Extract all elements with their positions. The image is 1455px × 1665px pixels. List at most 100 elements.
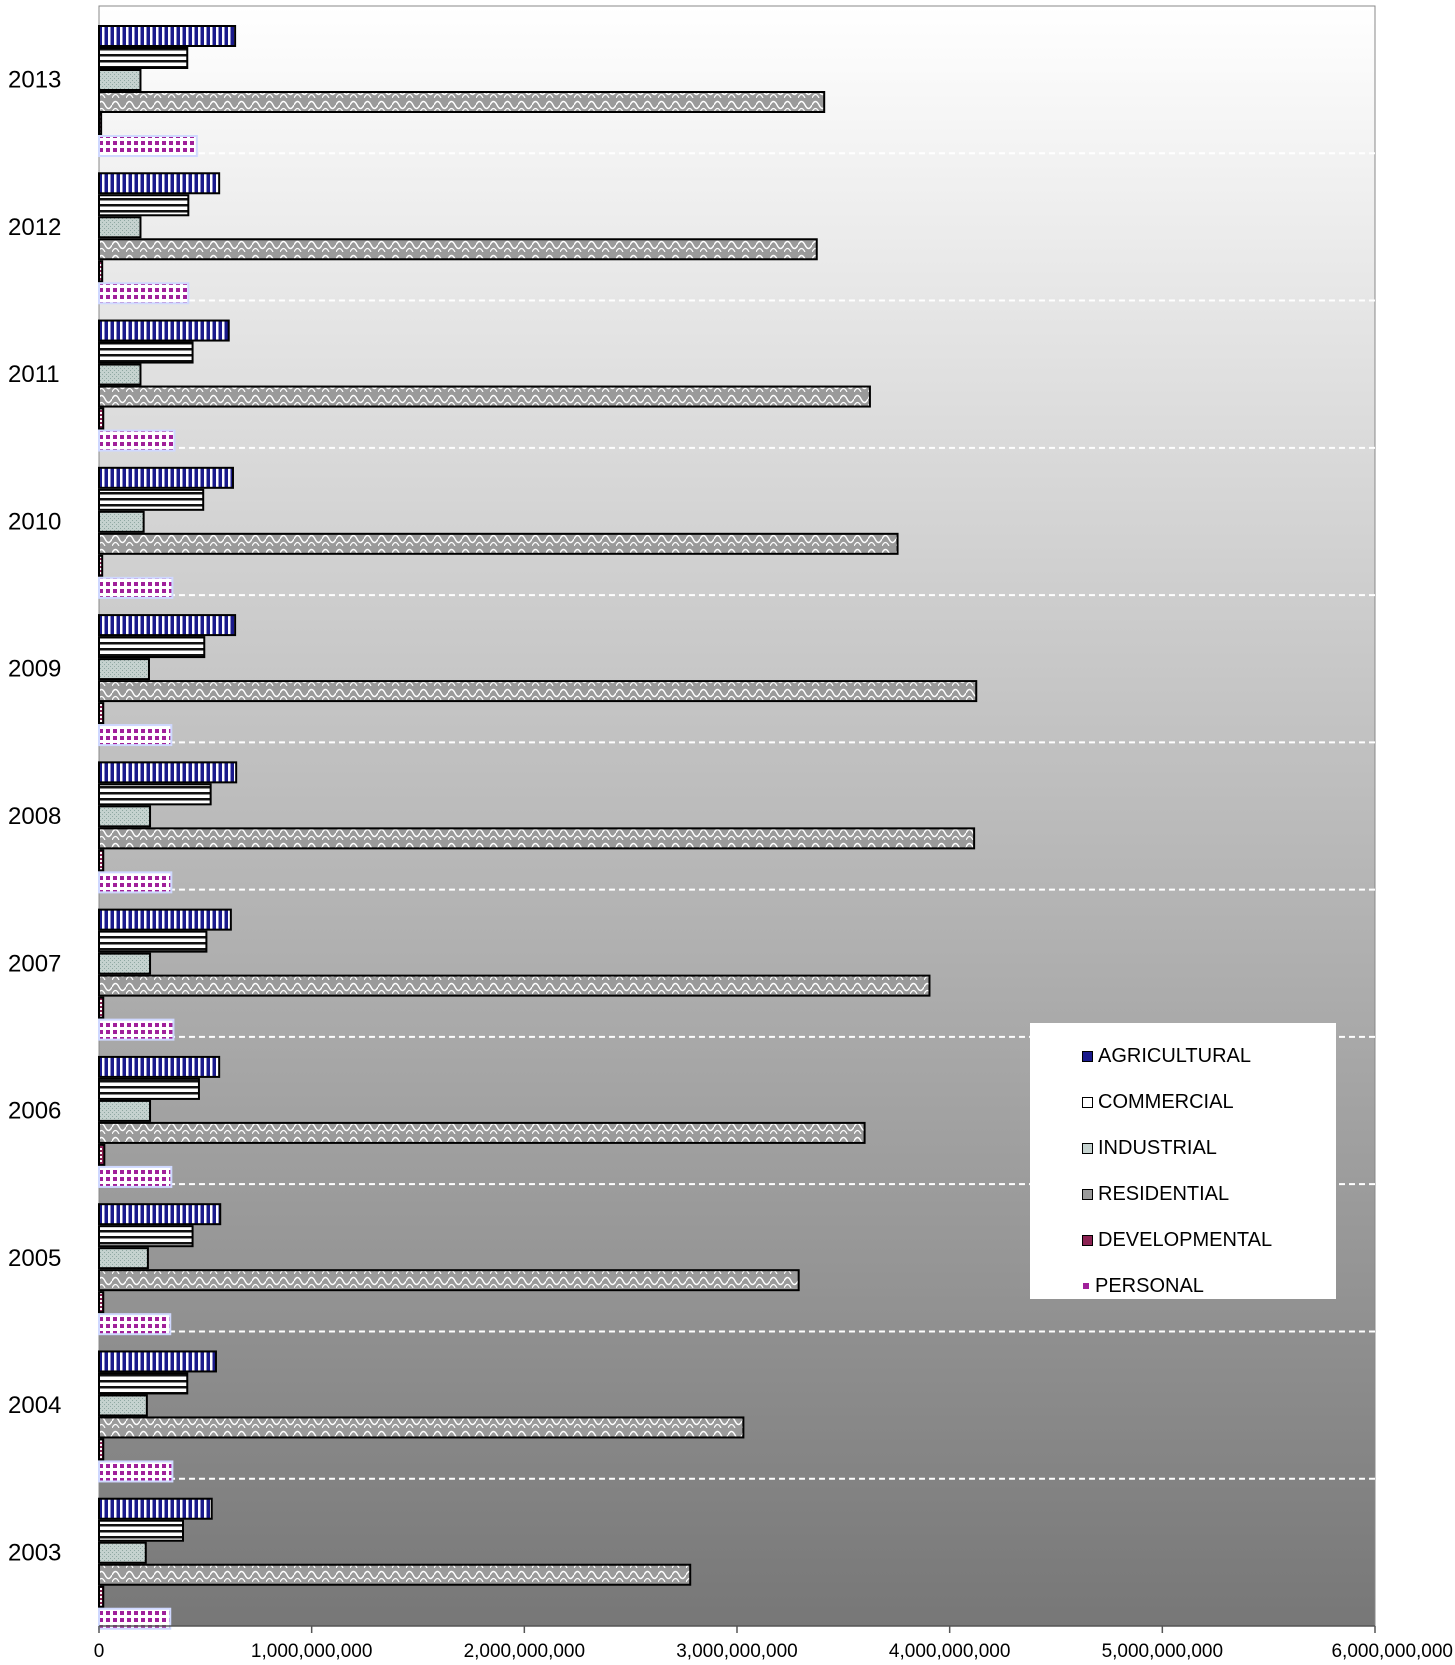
bar-commercial-2007: [98, 930, 208, 953]
bar-agricultural-2003: [98, 1497, 213, 1520]
bar-industrial-2005: [98, 1247, 149, 1270]
category-label: 2006: [8, 1098, 61, 1125]
bar-developmental-2011: [98, 407, 105, 430]
bar-personal-2013: [98, 135, 198, 157]
bar-commercial-2011: [98, 341, 194, 364]
category-label: 2007: [8, 950, 61, 977]
category-label: 2011: [8, 361, 60, 388]
legend-swatch: [1082, 1234, 1093, 1246]
bar-developmental-2008: [98, 849, 105, 872]
bar-residential-2005: [98, 1269, 800, 1292]
bar-industrial-2003: [98, 1541, 147, 1564]
bar-residential-2010: [98, 532, 899, 555]
x-tick-label: 3,000,000,000: [676, 1641, 798, 1662]
bar-agricultural-2004: [98, 1350, 217, 1373]
legend-item-commercial: COMMERCIAL: [1030, 1079, 1336, 1125]
category-label: 2008: [8, 803, 61, 830]
bar-industrial-2004: [98, 1394, 148, 1417]
bar-industrial-2008: [98, 805, 152, 828]
legend-item-industrial: INDUSTRIAL: [1030, 1125, 1336, 1171]
x-axis: 0 1,000,000,000 2,000,000,000 3,000,000,000…: [94, 1625, 1453, 1662]
plot-area: [98, 5, 1376, 1627]
bar-developmental-2006: [98, 1143, 106, 1166]
bar-developmental-2012: [98, 260, 104, 283]
bar-developmental-2007: [98, 996, 105, 1019]
bar-personal-2010: [98, 576, 174, 599]
bar-commercial-2009: [98, 636, 206, 659]
bar-commercial-2006: [98, 1077, 200, 1100]
category-label: 2009: [8, 656, 61, 683]
legend-item-residential: RESIDENTIAL: [1030, 1171, 1336, 1217]
x-tick-label: 4,000,000,000: [889, 1641, 1011, 1662]
bar-personal-2005: [98, 1313, 172, 1336]
bar-personal-2007: [98, 1018, 175, 1041]
bar-personal-2011: [98, 429, 176, 452]
bar-industrial-2007: [98, 952, 152, 975]
bar-personal-2009: [98, 724, 173, 747]
bar-personal-2008: [98, 871, 173, 894]
bar-agricultural-2006: [98, 1055, 221, 1078]
bar-personal-2006: [98, 1165, 173, 1188]
bar-industrial-2010: [98, 510, 145, 533]
bar-residential-2007: [98, 974, 931, 997]
bar-residential-2011: [98, 385, 871, 408]
bar-developmental-2005: [98, 1291, 105, 1314]
legend-item-developmental: DEVELOPMENTAL: [1030, 1217, 1336, 1263]
bar-agricultural-2013: [98, 25, 237, 47]
x-tick-label: 1,000,000,000: [251, 1641, 373, 1662]
bar-commercial-2004: [98, 1372, 189, 1395]
bar-agricultural-2008: [98, 761, 238, 784]
bar-residential-2009: [98, 680, 978, 703]
category-label: 2013: [8, 67, 61, 94]
legend: AGRICULTURAL COMMERCIAL INDUSTRIAL RESIDENT…: [1030, 1023, 1336, 1299]
x-tick-label: 5,000,000,000: [1102, 1641, 1224, 1662]
bar-personal-2003: [98, 1607, 172, 1630]
category-label: 2005: [8, 1245, 61, 1272]
bar-agricultural-2005: [98, 1203, 222, 1226]
category-labels: 2003 2004 2005 2006 2007 2008 2009 2010 2011 2012…: [8, 67, 61, 1567]
bar-developmental-2009: [98, 702, 105, 725]
bar-industrial-2012: [98, 216, 142, 239]
category-label: 2004: [8, 1392, 61, 1419]
x-tick-label: 6,000,000,000: [1331, 1641, 1453, 1662]
bar-residential-2008: [98, 827, 976, 850]
legend-swatch: [1082, 1050, 1093, 1062]
category-label: 2010: [8, 508, 61, 535]
bar-developmental-2003: [98, 1585, 105, 1608]
bar-commercial-2010: [98, 488, 205, 511]
bar-agricultural-2009: [98, 614, 237, 637]
bar-commercial-2003: [98, 1519, 185, 1542]
bar-agricultural-2011: [98, 319, 230, 342]
bar-industrial-2006: [98, 1099, 152, 1122]
bar-commercial-2008: [98, 783, 212, 806]
legend-item-agricultural: AGRICULTURAL: [1030, 1033, 1336, 1079]
legend-label: PERSONAL: [1095, 1274, 1204, 1297]
category-label: 2012: [8, 214, 61, 241]
legend-label: RESIDENTIAL: [1098, 1182, 1230, 1205]
bar-commercial-2013: [98, 47, 189, 69]
bar-developmental-2013: [98, 113, 103, 135]
bar-residential-2006: [98, 1121, 866, 1144]
legend-label: COMMERCIAL: [1098, 1090, 1234, 1113]
x-tick-label: 2,000,000,000: [464, 1641, 586, 1662]
bar-industrial-2011: [98, 363, 142, 386]
bar-personal-2012: [98, 282, 190, 305]
bar-commercial-2012: [98, 194, 190, 217]
legend-swatch: [1082, 1096, 1093, 1108]
legend-label: DEVELOPMENTAL: [1098, 1228, 1273, 1251]
bar-agricultural-2007: [98, 908, 232, 931]
legend-swatch: [1082, 1282, 1090, 1290]
bar-agricultural-2012: [98, 172, 221, 195]
bar-agricultural-2010: [98, 466, 234, 489]
legend-label: INDUSTRIAL: [1098, 1136, 1217, 1159]
legend-label: AGRICULTURAL: [1098, 1044, 1251, 1067]
bar-developmental-2004: [98, 1438, 105, 1461]
legend-swatch: [1082, 1142, 1093, 1154]
bar-residential-2012: [98, 238, 818, 261]
bar-personal-2004: [98, 1460, 174, 1483]
category-label: 2003: [8, 1539, 61, 1566]
x-tick-label: 0: [94, 1641, 105, 1662]
bar-residential-2004: [98, 1416, 745, 1439]
bar-residential-2013: [98, 91, 826, 113]
